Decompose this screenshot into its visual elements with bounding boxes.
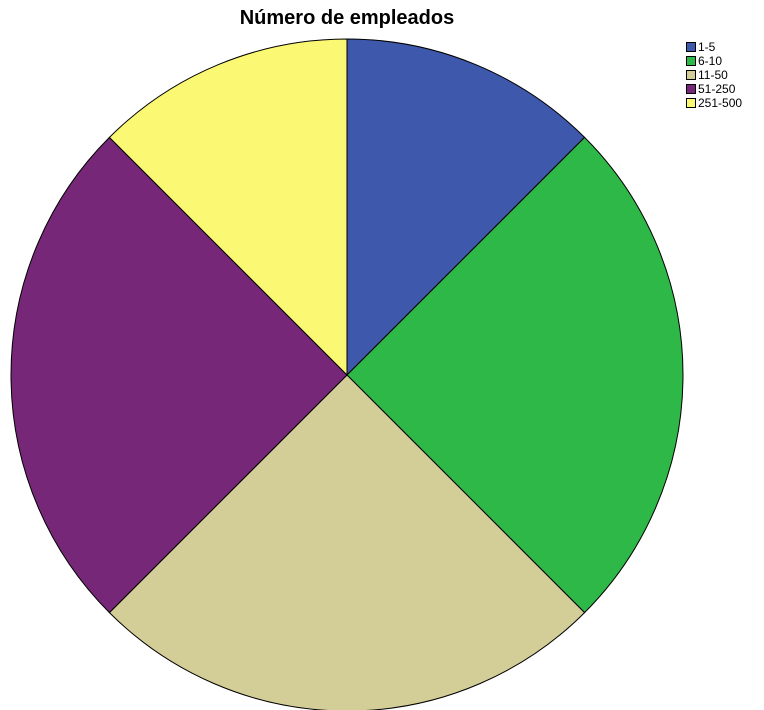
legend-item-251-500: 251-500 xyxy=(686,96,742,110)
legend-label: 11-50 xyxy=(698,68,728,82)
chart-title: Número de empleados xyxy=(239,7,455,29)
legend-item-6-10: 6-10 xyxy=(686,54,742,68)
legend-swatch xyxy=(686,70,696,80)
legend-label: 251-500 xyxy=(698,96,743,110)
pie-slice-6-10 xyxy=(346,136,684,614)
legend-item-51-250: 51-250 xyxy=(686,82,742,96)
legend-label: 1-5 xyxy=(698,40,716,54)
legend-swatch xyxy=(686,98,696,108)
pie-slice-251-500 xyxy=(108,38,348,376)
legend-swatch xyxy=(686,42,696,52)
legend-item-11-50: 11-50 xyxy=(686,68,742,82)
pie-slice-11-50 xyxy=(108,374,586,710)
legend: 1-5 6-10 11-50 51-250 251-500 xyxy=(686,40,742,110)
pie-slice-51-250 xyxy=(10,136,348,614)
legend-label: 6-10 xyxy=(698,54,723,68)
legend-swatch xyxy=(686,84,696,94)
legend-item-1-5: 1-5 xyxy=(686,40,742,54)
pie-slice-1-5 xyxy=(346,38,586,376)
legend-swatch xyxy=(686,56,696,66)
legend-label: 51-250 xyxy=(698,82,736,96)
